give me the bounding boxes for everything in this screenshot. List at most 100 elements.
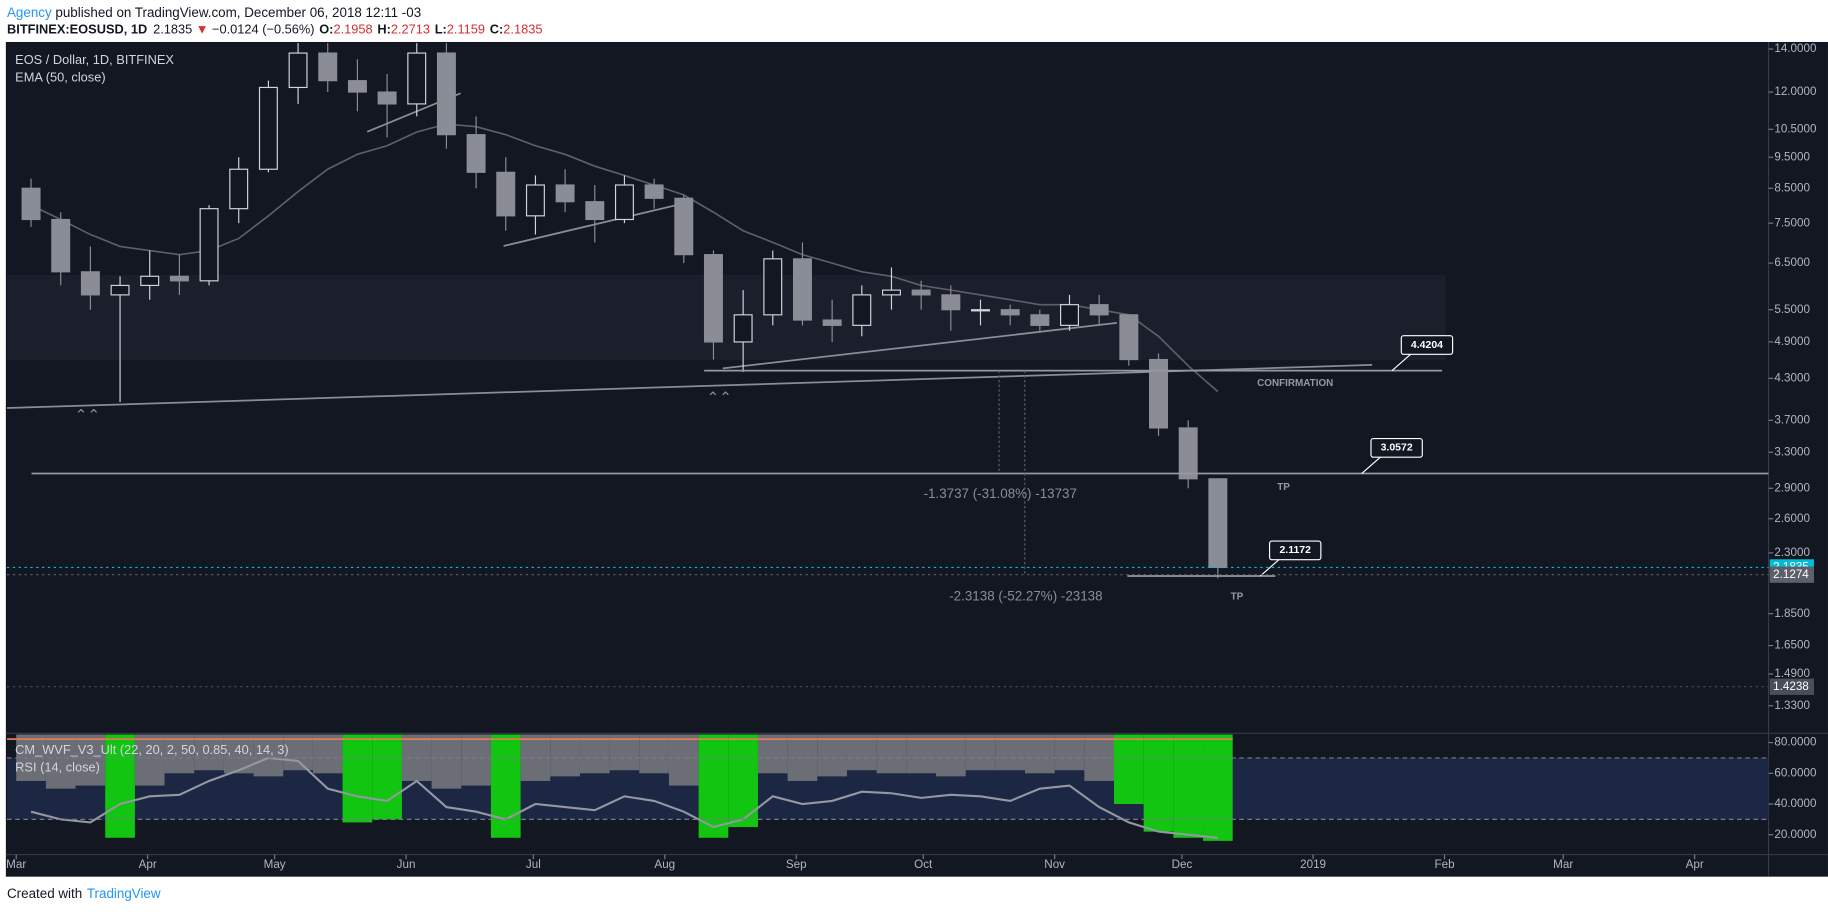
candle-body [881,289,901,296]
candle-body [733,314,753,343]
wvf-bar [1143,734,1174,832]
last: 2.1835 [153,22,192,37]
y-tick-label: 3.7000 [1774,413,1810,426]
candle-body [792,258,812,321]
brand-link[interactable]: TradingView [87,886,161,901]
wvf-bar [639,734,669,774]
candle-body [763,258,783,316]
range-zone [7,275,1446,361]
price-label-box [1769,678,1814,695]
candle-body [496,171,516,217]
wvf-bar [342,734,373,823]
wvf-bar [372,734,402,820]
y-tick-label: 80.0000 [1774,736,1817,749]
y-tick-label: 10.5000 [1774,122,1817,135]
wvf-bar [935,734,966,777]
y-tick-label: 14.0000 [1774,42,1817,55]
y-tick-label: 1.6500 [1774,639,1810,652]
y-tick-label: 8.5000 [1774,181,1810,194]
x-tick-label: 2019 [1300,858,1326,871]
c-label: C: [490,22,504,37]
candle-body [1089,304,1109,316]
callout-box [1370,437,1423,458]
candle-body [436,52,456,136]
x-tick-label: Feb [1434,858,1454,871]
y-tick-label: 2.6000 [1774,512,1810,525]
candle-body [110,284,130,296]
wvf-bar [164,734,195,774]
candle-body [288,52,308,89]
candle-body [347,80,367,93]
measure-label: -2.3138 (-52.27%) -23138 [949,588,1102,603]
y-tick-label: 20.0000 [1774,828,1817,841]
callout-pointer [1259,559,1280,577]
y-tick-label: 2.3000 [1774,546,1810,559]
callout-label: 2.1172 [1279,545,1311,556]
wvf-bar [728,734,758,828]
wvf-bar [668,734,699,786]
y-tick-label: 12.0000 [1774,85,1817,98]
wvf-bar [1054,734,1085,771]
measure-label: -1.3737 (-31.08%) -13737 [924,486,1077,501]
x-tick-label: Jun [397,858,416,871]
candle-body [1178,427,1198,480]
x-tick-label: Dec [1172,858,1193,871]
wvf-bar [312,734,343,774]
support-trendline [7,364,1373,409]
candle-body [1030,314,1050,326]
x-tick-label: Aug [654,858,675,871]
price-label: 1.4238 [1773,680,1809,693]
wvf-bar [1173,734,1204,838]
annotation: TP [1231,591,1244,602]
wvf-legend: CM_WVF_V3_Ult (22, 20, 2, 50, 0.85, 40, … [15,742,288,757]
y-tick-label: 1.3300 [1774,699,1810,712]
l-label: L: [435,22,447,37]
x-tick-label: Apr [1686,858,1704,871]
symbol-legend: EOS / Dollar, 1D, BITFINEX [15,52,174,67]
wvf-bar [757,734,788,774]
callout-box [1268,540,1322,561]
wvf-bar [1114,734,1144,805]
candle-body [911,289,931,296]
rsi-legend: RSI (14, close) [15,760,100,775]
candle-body [852,294,872,326]
author-link[interactable]: Agency [7,4,52,19]
wvf-bar [45,734,76,789]
quote-line: BITFINEX:EOSUSD, 1D 2.1835 ▼ −0.0124 (−0.56… [7,22,542,37]
wvf-bar [490,734,521,838]
price-pane: ⌃⌃ ⌃⌃ 4.4204 3.0572 2.1172 CONFIRMATION TP TP… [7,43,1769,688]
candle-body [229,168,249,210]
close: 2.1835 [503,22,542,37]
arrow-marker: ⌃⌃ [75,407,100,424]
footer: Created with TradingView [7,886,161,901]
candle-body [258,86,278,170]
candle-body [1000,309,1020,316]
open: 2.1958 [333,22,372,37]
candle-body [585,201,605,221]
candle-body [199,208,219,282]
candle-body [466,134,486,173]
wvf-bar [579,734,610,774]
wvf-bar [965,734,996,771]
wvf-bar [461,734,491,786]
rsi-line [30,756,1218,839]
wvf-bar [75,734,106,786]
wvf-bar [550,734,580,777]
arrow-marker: ⌃⌃ [707,390,732,407]
candle-body [644,184,664,199]
x-tick-label: Mar [1553,858,1573,871]
wvf-bar [283,734,313,771]
callout-label: 4.4204 [1411,340,1443,351]
y-tick-label: 1.4900 [1774,667,1810,680]
wvf-bar [876,734,907,774]
candle-body [318,52,338,82]
wvf-bar [995,734,1025,771]
candle-body [703,254,723,343]
wvf-bar [1024,734,1055,774]
x-tick-label: Nov [1044,858,1065,871]
x-tick-label: Mar [6,858,26,871]
callout-box [1400,335,1454,355]
y-tick-label: 9.5000 [1774,150,1810,163]
